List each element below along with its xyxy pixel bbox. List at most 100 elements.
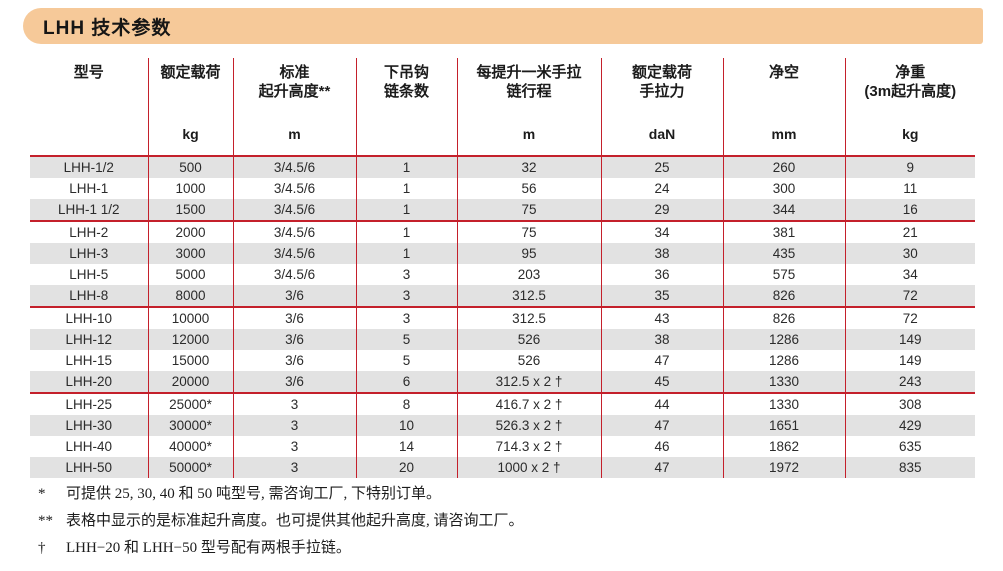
value-cell: 14 — [356, 436, 458, 457]
value-cell: 75 — [457, 221, 602, 243]
value-cell: 50000* — [148, 457, 234, 478]
value-cell: 1651 — [723, 415, 846, 436]
value-cell: 34 — [601, 221, 724, 243]
table-row: LHH-8 8000 3/6 3 312.5 35 826 72 — [30, 285, 975, 308]
value-cell: 8 — [356, 393, 458, 415]
value-cell: 826 — [723, 307, 846, 329]
value-cell: 30000* — [148, 415, 234, 436]
value-cell: 47 — [601, 457, 724, 478]
table-row: LHH-2 2000 3/4.5/6 1 75 34 381 21 — [30, 221, 975, 243]
value-cell: 10 — [356, 415, 458, 436]
column-unit: m — [522, 126, 536, 142]
column-header: 下吊钩 链条数 — [356, 58, 458, 157]
value-cell: 1 — [356, 178, 458, 199]
column-header: 标准 起升高度** m — [233, 58, 357, 157]
value-cell: 44 — [601, 393, 724, 415]
value-cell: 2000 — [148, 221, 234, 243]
value-cell: 3/6 — [233, 371, 357, 394]
table-row: LHH-50 50000* 3 20 1000 x 2 † 47 1972 835 — [30, 457, 975, 478]
model-cell: LHH-1 — [30, 178, 149, 199]
value-cell: 149 — [898, 332, 922, 347]
column-label: 标准 起升高度** — [258, 64, 331, 100]
model-cell: LHH-15 — [30, 350, 149, 371]
model-cell: LHH-1/2 — [30, 156, 149, 178]
value-cell: 1 — [356, 221, 458, 243]
value-cell: 40000* — [148, 436, 234, 457]
column-unit: daN — [648, 126, 676, 142]
header-row: 型号 额定载荷 kg 标准 起升高度** m 下吊钩 链条数 每提升一米手拉 链行程 m 额定载荷 手拉… — [30, 58, 975, 157]
value-cell: 24 — [601, 178, 724, 199]
model-cell: LHH-8 — [30, 285, 149, 308]
value-cell: 10000 — [148, 307, 234, 329]
table-row: LHH-12 12000 3/6 5 526 38 1286 149 — [30, 329, 975, 350]
value-cell: 312.5 x 2 † — [457, 371, 602, 394]
value-cell: 149 — [898, 353, 922, 368]
column-label: 每提升一米手拉 链行程 — [476, 64, 582, 100]
value-cell: 3/6 — [233, 329, 357, 350]
value-cell: 3 — [233, 415, 357, 436]
value-cell: 1 — [356, 243, 458, 264]
table-row: LHH-1 1000 3/4.5/6 1 56 24 300 11 — [30, 178, 975, 199]
value-cell: 30 — [902, 246, 918, 261]
value-cell: 34 — [902, 267, 918, 282]
value-cell: 3/4.5/6 — [233, 221, 357, 243]
value-cell: 9 — [906, 160, 914, 175]
value-cell: 11 — [903, 181, 918, 196]
value-cell: 203 — [457, 264, 602, 285]
column-unit: m — [288, 126, 301, 142]
spec-table: 型号 额定载荷 kg 标准 起升高度** m 下吊钩 链条数 每提升一米手拉 链行程 m 额定载荷 手拉… — [30, 58, 975, 478]
value-cell: 243 — [845, 371, 975, 394]
value-cell: 16 — [845, 199, 975, 222]
value-cell: 38 — [601, 243, 724, 264]
value-cell: 1000 x 2 † — [457, 457, 602, 478]
value-cell: 826 — [723, 285, 846, 308]
value-cell: 32 — [457, 156, 602, 178]
model-cell: LHH-25 — [30, 393, 149, 415]
footnote-double-asterisk: ** 表格中显示的是标准起升高度。也可提供其他起升高度, 请咨询工厂。 — [30, 508, 930, 535]
value-cell: 381 — [723, 221, 846, 243]
footnote-marker: ** — [38, 513, 53, 529]
value-cell: 416.7 x 2 † — [457, 393, 602, 415]
value-cell: 56 — [457, 178, 602, 199]
value-cell: 6 — [356, 371, 458, 394]
value-cell: 312.5 — [457, 285, 602, 308]
value-cell: 46 — [601, 436, 724, 457]
column-label: 额定载荷 — [160, 64, 221, 81]
value-cell: 25000* — [148, 393, 234, 415]
value-cell: 43 — [601, 307, 724, 329]
value-cell: 3/6 — [233, 350, 357, 371]
footnote-marker: † — [38, 540, 46, 556]
table-row: LHH-30 30000* 3 10 526.3 x 2 † 47 1651 429 — [30, 415, 975, 436]
table-row: LHH-40 40000* 3 14 714.3 x 2 † 46 1862 635 — [30, 436, 975, 457]
model-cell: LHH-2 — [30, 221, 149, 243]
column-unit — [357, 126, 457, 142]
value-cell: 3/4.5/6 — [233, 199, 357, 222]
value-cell: 72 — [902, 311, 918, 326]
footnote-marker: * — [38, 486, 46, 502]
value-cell: 72 — [845, 285, 975, 308]
value-cell: 3 — [356, 307, 458, 329]
model-cell: LHH-50 — [30, 457, 149, 478]
value-cell: 3000 — [148, 243, 234, 264]
value-cell: 300 — [723, 178, 846, 199]
value-cell: 1862 — [723, 436, 846, 457]
value-cell: 47 — [601, 415, 724, 436]
table-row: LHH-15 15000 3/6 5 526 47 1286 149 — [30, 350, 975, 371]
column-label: 净空 — [768, 64, 799, 81]
value-cell: 3/4.5/6 — [233, 264, 357, 285]
column-label: 净重 (3m起升高度) — [864, 64, 957, 100]
column-header: 额定载荷 kg — [148, 58, 234, 157]
table-body: LHH-1/2 500 3/4.5/6 1 32 25 260 9 LHH-1 1000 3/4.5… — [30, 156, 975, 478]
value-cell: 526 — [457, 329, 602, 350]
value-cell: 75 — [457, 199, 602, 222]
value-cell: 1000 — [148, 178, 234, 199]
value-cell: 36 — [601, 264, 724, 285]
column-unit: mm — [771, 126, 797, 142]
model-cell: LHH-20 — [30, 371, 149, 394]
value-cell: 35 — [601, 285, 724, 308]
table-row: LHH-10 10000 3/6 3 312.5 43 826 72 — [30, 307, 975, 329]
value-cell: 5 — [356, 350, 458, 371]
value-cell: 5 — [356, 329, 458, 350]
value-cell: 20 — [356, 457, 458, 478]
value-cell: 1286 — [723, 350, 846, 371]
